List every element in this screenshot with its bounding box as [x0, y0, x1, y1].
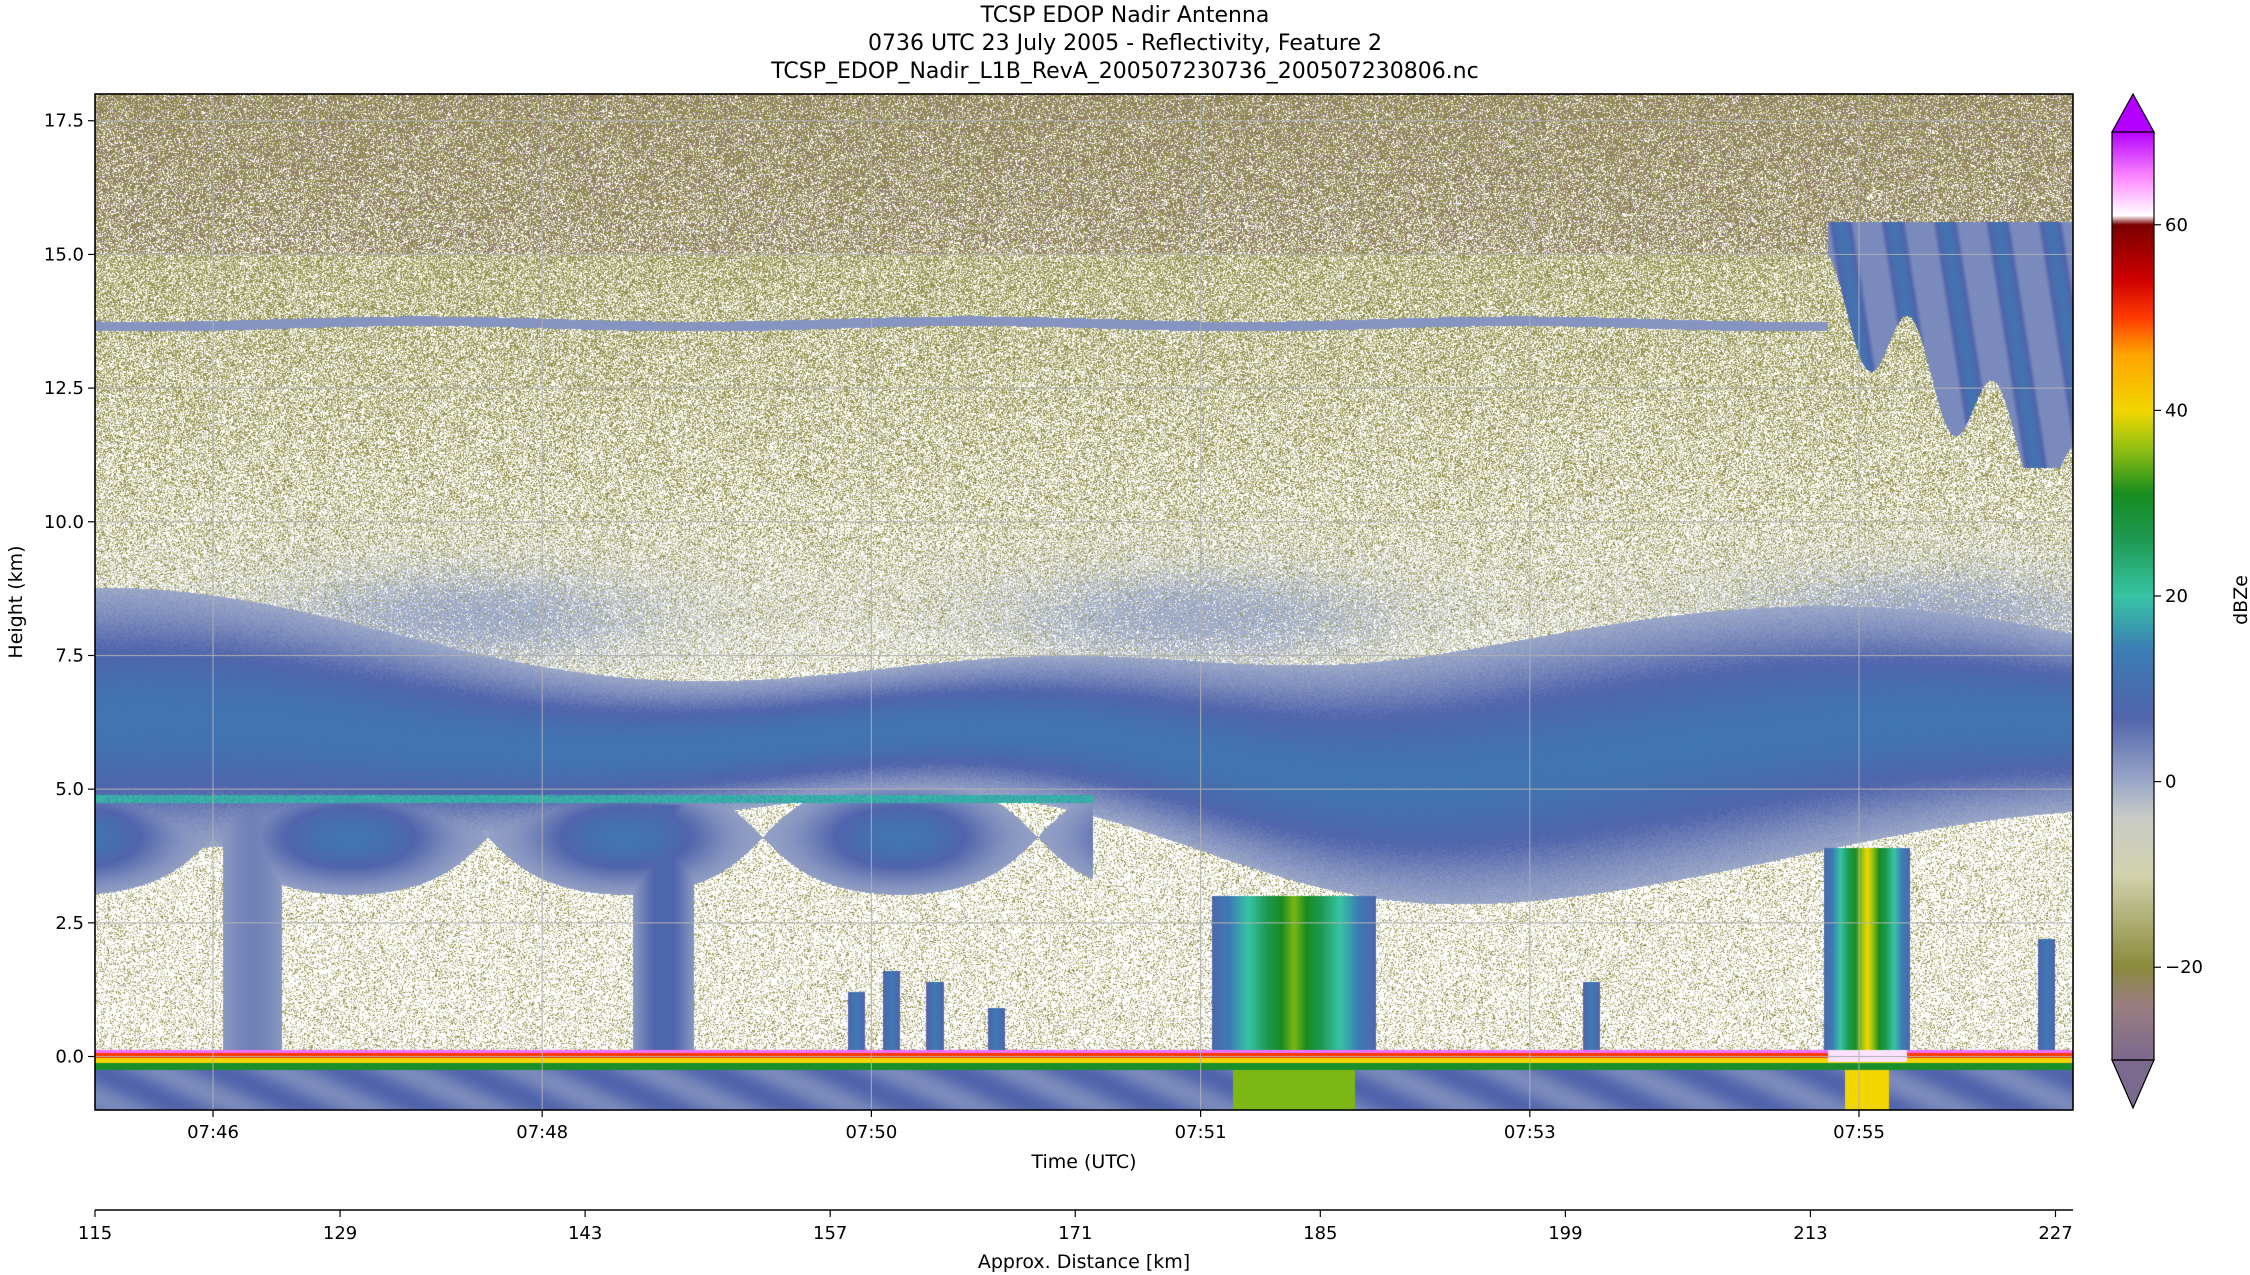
colorbar-tick-label: 0: [2165, 772, 2176, 793]
x-tick-label: 07:51: [1175, 1122, 1227, 1143]
chart-title-line-3: TCSP_EDOP_Nadir_L1B_RevA_200507230736_20…: [771, 59, 1479, 84]
x-axis-ticks: 07:46 07:48 07:50 07:51 07:53 07:55: [187, 1110, 1885, 1143]
colorbar-tick-label: −20: [2165, 957, 2203, 978]
y-tick-label: 0.0: [55, 1047, 84, 1068]
colorbar-ticks: −20 0 20 40 60: [2154, 215, 2203, 978]
distance-tick-label: 185: [1303, 1223, 1337, 1244]
chart-title-line-2: 0736 UTC 23 July 2005 - Reflectivity, Fe…: [868, 31, 1382, 56]
distance-tick-label: 115: [78, 1223, 112, 1244]
distance-axis-label: Approx. Distance [km]: [978, 1251, 1190, 1273]
y-tick-label: 15.0: [44, 244, 84, 265]
chart-title-line-1: TCSP EDOP Nadir Antenna: [980, 3, 1270, 28]
colorbar-tick-label: 60: [2165, 215, 2188, 236]
colorbar-label: dBZe: [2230, 575, 2250, 625]
y-tick-label: 2.5: [55, 913, 84, 934]
distance-tick-label: 157: [813, 1223, 847, 1244]
grid-lines: [95, 94, 2073, 1110]
colorbar-min-extension: [2111, 1059, 2155, 1110]
distance-tick-label: 213: [1793, 1223, 1827, 1244]
x-tick-label: 07:53: [1504, 1122, 1556, 1143]
colorbar-tick-label: 20: [2165, 586, 2188, 607]
y-tick-label: 7.5: [55, 645, 84, 666]
reflectivity-heatmap: [95, 94, 2073, 1110]
distance-tick-label: 227: [2038, 1223, 2072, 1244]
colorbar-tick-label: 40: [2165, 400, 2188, 421]
distance-tick-label: 143: [568, 1223, 602, 1244]
distance-tick-label: 171: [1058, 1223, 1092, 1244]
colorbar-max-extension: [2110, 92, 2156, 133]
y-axis-label: Height (km): [5, 545, 27, 658]
distance-tick-label: 129: [323, 1223, 357, 1244]
y-tick-label: 12.5: [44, 378, 84, 399]
distance-axis-ticks: 115 129 143 157 171 185 199 213 227: [78, 1210, 2073, 1244]
x-tick-label: 07:55: [1833, 1122, 1885, 1143]
y-axis-ticks: 0.0 2.5 5.0 7.5 10.0 12.5 15.0 17.5: [44, 111, 95, 1068]
heatmap-raster-container: [95, 94, 2073, 1110]
distance-tick-label: 199: [1548, 1223, 1582, 1244]
x-axis-label: Time (UTC): [1030, 1151, 1136, 1173]
y-tick-label: 10.0: [44, 512, 84, 533]
y-tick-label: 17.5: [44, 111, 84, 132]
x-tick-label: 07:46: [187, 1122, 239, 1143]
x-tick-label: 07:50: [845, 1122, 897, 1143]
colorbar: [2112, 132, 2154, 1060]
plot-frame: [94, 93, 2074, 1111]
y-tick-label: 5.0: [55, 779, 84, 800]
x-tick-label: 07:48: [516, 1122, 568, 1143]
